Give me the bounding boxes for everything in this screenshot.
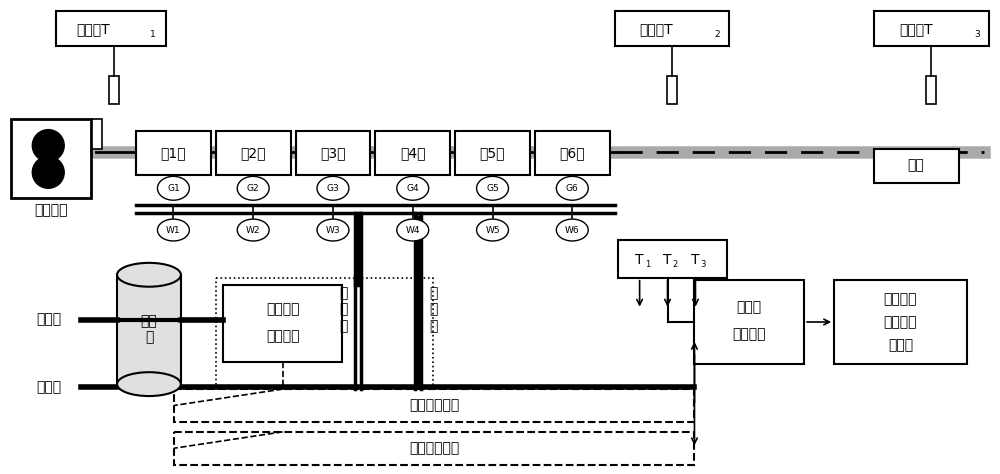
Ellipse shape [477, 176, 508, 200]
FancyBboxPatch shape [535, 131, 610, 175]
Text: 第2段: 第2段 [240, 146, 266, 160]
FancyBboxPatch shape [109, 76, 119, 104]
FancyBboxPatch shape [874, 148, 959, 183]
Text: 2: 2 [715, 30, 720, 39]
Ellipse shape [317, 176, 349, 200]
Text: W1: W1 [166, 226, 181, 235]
Text: 第6段: 第6段 [559, 146, 585, 160]
FancyBboxPatch shape [56, 11, 166, 46]
Text: 3: 3 [974, 30, 980, 39]
Text: 1: 1 [645, 260, 650, 269]
Text: 供
气
管: 供 气 管 [339, 286, 348, 333]
Text: 3: 3 [701, 260, 706, 269]
Text: W2: W2 [246, 226, 260, 235]
Text: 测温仪T: 测温仪T [640, 22, 673, 36]
Text: 2: 2 [673, 260, 678, 269]
Text: 第3段: 第3段 [320, 146, 346, 160]
Text: G2: G2 [247, 184, 260, 193]
Ellipse shape [237, 219, 269, 241]
Text: 储气
罐: 储气 罐 [141, 314, 157, 345]
FancyBboxPatch shape [174, 389, 694, 422]
Ellipse shape [157, 176, 189, 200]
FancyBboxPatch shape [694, 280, 804, 364]
Text: 计算机: 计算机 [737, 301, 762, 315]
Ellipse shape [397, 176, 429, 200]
Text: T: T [635, 253, 644, 267]
Text: 第4段: 第4段 [400, 146, 425, 160]
FancyBboxPatch shape [926, 76, 936, 104]
Text: W5: W5 [485, 226, 500, 235]
FancyBboxPatch shape [667, 76, 677, 104]
FancyBboxPatch shape [117, 275, 181, 384]
Text: 工艺参数: 工艺参数 [884, 292, 917, 307]
FancyBboxPatch shape [92, 118, 102, 148]
FancyBboxPatch shape [296, 131, 370, 175]
Text: 1: 1 [150, 30, 156, 39]
FancyBboxPatch shape [223, 285, 342, 362]
FancyBboxPatch shape [216, 131, 291, 175]
Text: G4: G4 [406, 184, 419, 193]
Ellipse shape [117, 263, 181, 287]
Ellipse shape [157, 219, 189, 241]
Text: 阀门调节指令: 阀门调节指令 [409, 441, 459, 455]
FancyBboxPatch shape [455, 131, 530, 175]
FancyBboxPatch shape [174, 432, 694, 465]
Text: G3: G3 [327, 184, 339, 193]
Text: G5: G5 [486, 184, 499, 193]
Text: 数据库: 数据库 [888, 338, 913, 352]
Ellipse shape [237, 176, 269, 200]
Ellipse shape [317, 219, 349, 241]
Ellipse shape [397, 219, 429, 241]
Text: 远程仪表信号: 远程仪表信号 [409, 399, 459, 412]
Text: T: T [691, 253, 700, 267]
Text: 第1段: 第1段 [161, 146, 186, 160]
Ellipse shape [477, 219, 508, 241]
FancyBboxPatch shape [874, 11, 989, 46]
Text: G6: G6 [566, 184, 579, 193]
FancyBboxPatch shape [615, 11, 729, 46]
Text: 冷床: 冷床 [907, 158, 924, 173]
FancyBboxPatch shape [136, 131, 211, 175]
Text: 测温仪T: 测温仪T [76, 22, 110, 36]
Circle shape [32, 156, 64, 188]
FancyBboxPatch shape [375, 131, 450, 175]
Text: 力学性能: 力学性能 [884, 316, 917, 329]
Text: 操作系统: 操作系统 [733, 328, 766, 341]
Text: 终轧机架: 终轧机架 [34, 203, 68, 217]
Text: 第5段: 第5段 [480, 146, 505, 160]
Text: 仪表阀门: 仪表阀门 [266, 329, 299, 344]
Text: W4: W4 [405, 226, 420, 235]
Text: W3: W3 [326, 226, 340, 235]
Text: 总水管: 总水管 [37, 380, 62, 394]
FancyBboxPatch shape [834, 280, 967, 364]
Ellipse shape [117, 372, 181, 396]
Text: 测温仪T: 测温仪T [899, 22, 933, 36]
Ellipse shape [556, 176, 588, 200]
FancyBboxPatch shape [618, 240, 727, 278]
Text: T: T [663, 253, 672, 267]
Circle shape [32, 129, 64, 162]
Text: W6: W6 [565, 226, 580, 235]
Text: 阀架系统: 阀架系统 [266, 302, 299, 317]
Text: 供
水
管: 供 水 管 [429, 286, 437, 333]
Ellipse shape [556, 219, 588, 241]
Text: 总气管: 总气管 [37, 312, 62, 327]
FancyBboxPatch shape [11, 118, 91, 198]
Text: G1: G1 [167, 184, 180, 193]
